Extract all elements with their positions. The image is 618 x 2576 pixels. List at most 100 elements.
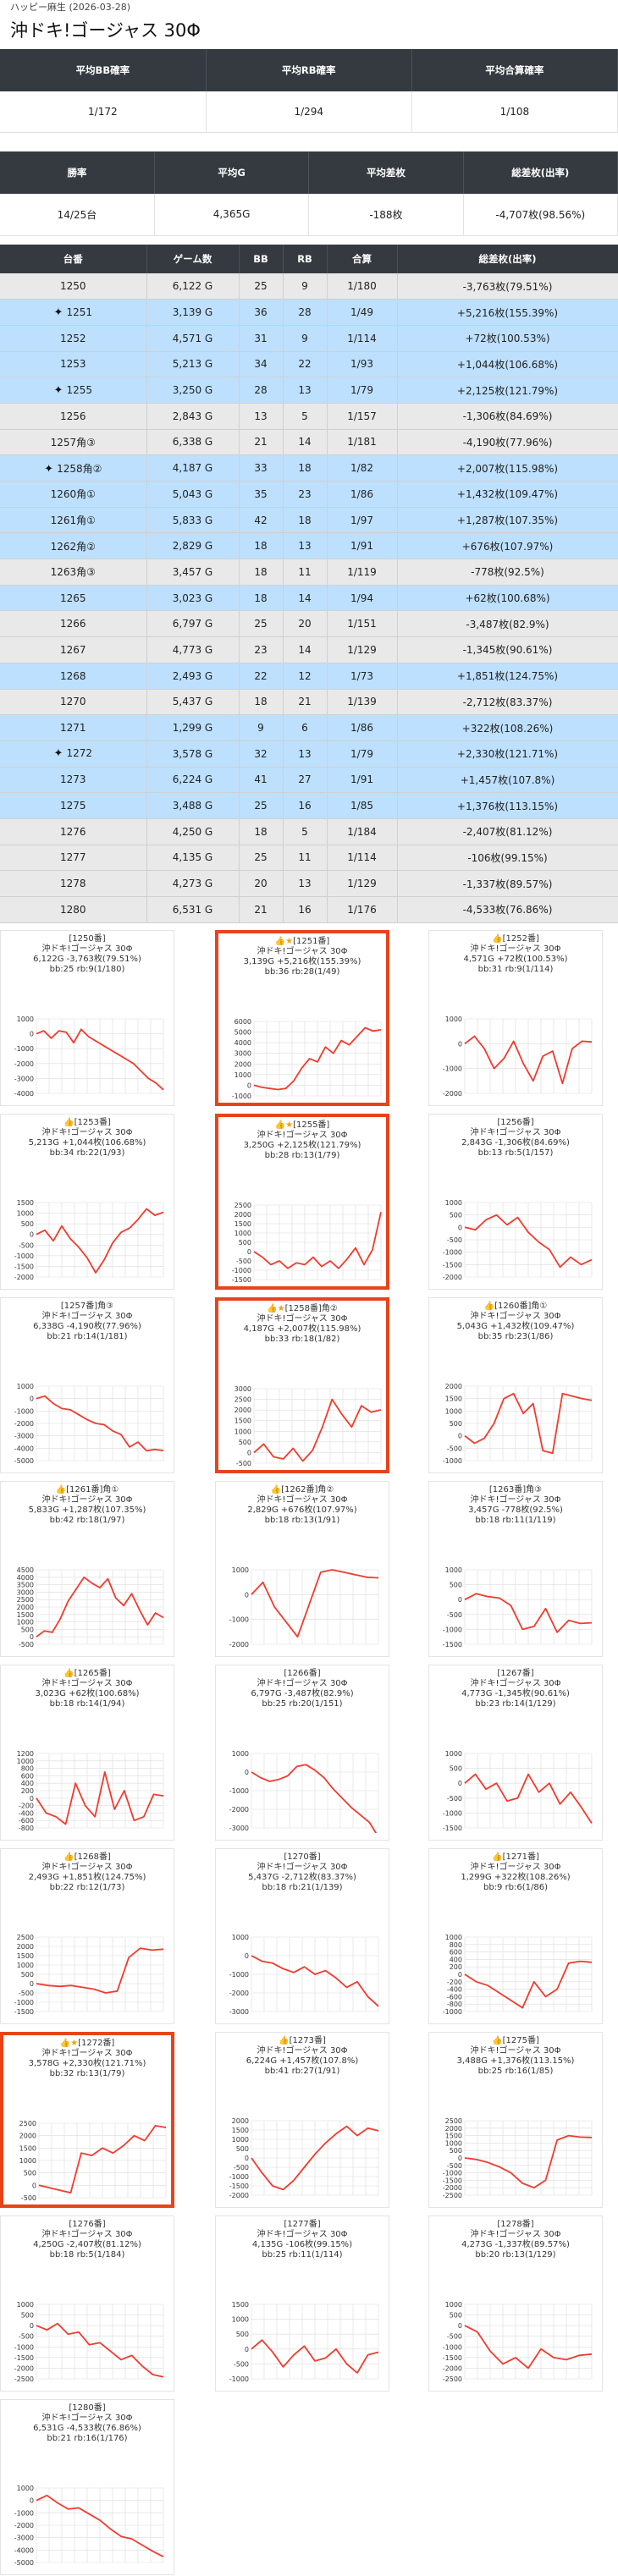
card-machine-label: [1267番]	[497, 1668, 534, 1678]
difference-series-line	[251, 2125, 379, 2190]
thumbs-up-star-icon: 👍	[483, 1301, 495, 1311]
y-tick-label: -1000	[229, 1971, 249, 1979]
y-tick-label: 4000	[235, 1039, 251, 1047]
bb-cell: 18	[239, 818, 284, 845]
machine-row[interactable]: ✦ 1258角② 4,187 G 33 18 1/82 +2,007枚(115.98%)	[0, 454, 618, 482]
diff-cell: +2,007枚(115.98%)	[397, 454, 618, 482]
bb-cell: 23	[239, 636, 284, 663]
difference-line-chart: 3000 2500 2000 1500 1000 500 0 -500	[235, 1385, 382, 1467]
bb-cell: 18	[239, 585, 284, 612]
y-tick-label: -2000	[229, 1641, 249, 1649]
y-tick-label: 0	[30, 1794, 34, 1802]
machine-row[interactable]: 1252 4,571 G 31 9 1/114 +72枚(100.53%)	[0, 325, 618, 352]
machine-row[interactable]: 1253 5,213 G 34 22 1/93 +1,044枚(106.68%)	[0, 351, 618, 378]
y-tick-label: -1500	[443, 1261, 462, 1269]
total-prob-cell: 1/86	[327, 714, 398, 741]
card-l4: bb:22 rb:12(1/73)	[49, 1882, 125, 1892]
machine-row[interactable]: 1263角③ 3,457 G 18 11 1/119 -778枚(92.5%)	[0, 559, 618, 586]
y-tick-label: -3000	[14, 2534, 34, 2541]
summary-header: 平均RB確率	[206, 49, 412, 91]
y-tick-label: -1500	[443, 1641, 462, 1649]
machine-chart-card[interactable]: 👍[1273番] 沖ドキ!ゴージャス 30Φ 6,224G +1,457枚(107.…	[215, 2031, 389, 2208]
diff-cell: -2,407枚(81.12%)	[397, 818, 618, 845]
machine-chart-card[interactable]: [1280番] 沖ドキ!ゴージャス 30Φ 6,531G -4,533枚(76.86…	[0, 2398, 174, 2575]
rb-cell: 13	[283, 740, 328, 768]
machine-chart-card[interactable]: [1266番] 沖ドキ!ゴージャス 30Φ 6,797G -3,487枚(82.9%…	[215, 1664, 389, 1841]
games-cell: 5,437 G	[146, 689, 240, 716]
y-tick-label: 0	[458, 1040, 462, 1048]
machine-chart-card[interactable]: [1257番]角③ 沖ドキ!ゴージャス 30Φ 6,338G -4,190枚(77.…	[0, 1296, 174, 1473]
machine-chart-card[interactable]: 👍[1253番] 沖ドキ!ゴージャス 30Φ 5,213G +1,044枚(106.…	[0, 1113, 174, 1290]
machine-chart-card[interactable]: [1267番] 沖ドキ!ゴージャス 30Φ 4,773G -1,345枚(90.61…	[428, 1664, 603, 1841]
machine-number-cell: 1273	[0, 767, 147, 794]
machine-row[interactable]: 1250 6,122 G 25 9 1/180 -3,763枚(79.51%)	[0, 273, 618, 300]
machine-chart-card[interactable]: 👍★[1258番]角② 沖ドキ!ゴージャス 30Φ 4,187G +2,007枚(1…	[215, 1296, 389, 1473]
machine-row[interactable]: 1261角① 5,833 G 42 18 1/97 +1,287枚(107.35%)	[0, 507, 618, 534]
machine-row[interactable]: ✦ 1272 3,578 G 32 13 1/79 +2,330枚(121.71%)	[0, 740, 618, 768]
machine-row[interactable]: ✦ 1255 3,250 G 28 13 1/79 +2,125枚(121.79%)	[0, 377, 618, 404]
machine-number: 1257角③	[50, 436, 96, 449]
machine-row[interactable]: 1277 4,135 G 25 11 1/114 -106枚(99.15%)	[0, 845, 618, 872]
y-tick-label: 0	[458, 2155, 462, 2162]
games-cell: 4,773 G	[146, 636, 240, 663]
machine-number-cell: 1257角③	[0, 429, 147, 456]
machine-row[interactable]: 1270 5,437 G 18 21 1/139 -2,712枚(83.37%)	[0, 689, 618, 716]
machine-chart-card[interactable]: [1256番] 沖ドキ!ゴージャス 30Φ 2,843G -1,306枚(84.69…	[428, 1113, 603, 1290]
machine-chart-card[interactable]: 👍★[1272番] 沖ドキ!ゴージャス 30Φ 3,578G +2,330枚(121…	[0, 2031, 174, 2208]
machine-number: 1268	[59, 669, 86, 682]
machine-chart-card[interactable]: 👍[1275番] 沖ドキ!ゴージャス 30Φ 3,488G +1,376枚(113.…	[428, 2031, 603, 2208]
machine-row[interactable]: 1266 6,797 G 25 20 1/151 -3,487枚(82.9%)	[0, 610, 618, 638]
machine-row[interactable]: 1275 3,488 G 25 16 1/85 +1,376枚(113.15%)	[0, 792, 618, 819]
machine-row[interactable]: 1278 4,273 G 20 13 1/129 -1,337枚(89.57%)	[0, 870, 618, 897]
machine-row[interactable]: ✦ 1251 3,139 G 36 28 1/49 +5,216枚(155.39%)	[0, 299, 618, 326]
machine-chart-card[interactable]: 👍★[1255番] 沖ドキ!ゴージャス 30Φ 3,250G +2,125枚(121…	[215, 1113, 389, 1290]
y-tick-label: 1500	[19, 2144, 36, 2152]
machine-row[interactable]: 1267 4,773 G 23 14 1/129 -1,345枚(90.61%)	[0, 636, 618, 663]
thumbs-up-star-icon: 👍	[63, 1852, 74, 1862]
machine-chart-card[interactable]: 👍[1260番]角① 沖ドキ!ゴージャス 30Φ 5,043G +1,432枚(10…	[428, 1296, 603, 1473]
machine-row[interactable]: 1280 6,531 G 21 16 1/176 -4,533枚(76.86%)	[0, 896, 618, 923]
y-tick-label: 500	[24, 2169, 36, 2177]
total-prob-cell: 1/94	[327, 585, 398, 612]
machine-row[interactable]: 1271 1,299 G 9 6 1/86 +322枚(108.26%)	[0, 714, 618, 741]
card-l2: 沖ドキ!ゴージャス 30Φ	[470, 1127, 561, 1137]
card-machine-label: [1271番]	[502, 1852, 539, 1862]
machine-chart-card[interactable]: [1276番] 沖ドキ!ゴージャス 30Φ 4,250G -2,407枚(81.12…	[0, 2215, 174, 2392]
machine-chart-card[interactable]: [1277番] 沖ドキ!ゴージャス 30Φ 4,135G -106枚(99.15%)…	[215, 2215, 389, 2392]
machine-row[interactable]: 1262角② 2,829 G 18 13 1/91 +676枚(107.97%)	[0, 532, 618, 560]
machine-row[interactable]: 1260角① 5,043 G 35 23 1/86 +1,432枚(109.47%)	[0, 481, 618, 508]
machine-chart-card[interactable]: 👍[1252番] 沖ドキ!ゴージャス 30Φ 4,571G +72枚(100.53%…	[428, 929, 603, 1106]
difference-series-line	[464, 1773, 593, 1824]
bb-cell: 18	[239, 689, 284, 716]
machine-chart-card[interactable]: 👍[1271番] 沖ドキ!ゴージャス 30Φ 1,299G +322枚(108.26…	[428, 1847, 603, 2024]
card-l2: 沖ドキ!ゴージャス 30Φ	[41, 2048, 133, 2058]
card-title: [1250番] 沖ドキ!ゴージャス 30Φ 6,122G -3,763枚(79.51…	[1, 931, 174, 975]
y-tick-label: 3000	[235, 1385, 251, 1393]
total-prob-cell: 1/79	[327, 740, 398, 768]
machine-row[interactable]: 1276 4,250 G 18 5 1/184 -2,407枚(81.12%)	[0, 818, 618, 845]
machine-chart-card[interactable]: 👍[1268番] 沖ドキ!ゴージャス 30Φ 2,493G +1,851枚(124.…	[0, 1847, 174, 2024]
y-tick-label: -1000	[14, 1999, 34, 2006]
machine-chart-card[interactable]: [1270番] 沖ドキ!ゴージャス 30Φ 5,437G -2,712枚(83.37…	[215, 1847, 389, 2024]
machine-chart-card[interactable]: [1263番]角③ 沖ドキ!ゴージャス 30Φ 3,457G -778枚(92.5%…	[428, 1480, 603, 1657]
rb-cell: 14	[283, 585, 328, 612]
summary-value: -188枚	[308, 193, 464, 236]
y-tick-label: -500	[447, 1445, 462, 1452]
machine-row[interactable]: 1273 6,224 G 41 27 1/91 +1,457枚(107.8%)	[0, 767, 618, 794]
y-tick-label: 0	[458, 2322, 462, 2330]
machine-chart-card[interactable]: [1278番] 沖ドキ!ゴージャス 30Φ 4,273G -1,337枚(89.57…	[428, 2215, 603, 2392]
machine-chart-card[interactable]: 👍[1261番]角① 沖ドキ!ゴージャス 30Φ 5,833G +1,287枚(10…	[0, 1480, 174, 1657]
card-machine-label: [1262番]角②	[281, 1484, 334, 1494]
card-l3: 4,135G -106枚(99.15%)	[251, 2239, 353, 2249]
machine-row[interactable]: 1268 2,493 G 22 12 1/73 +1,851枚(124.75%)	[0, 663, 618, 690]
diff-cell: -3,763枚(79.51%)	[397, 273, 618, 300]
machine-chart-card[interactable]: 👍[1262番]角② 沖ドキ!ゴージャス 30Φ 2,829G +676枚(107.…	[215, 1480, 389, 1657]
machine-row[interactable]: 1257角③ 6,338 G 21 14 1/181 -4,190枚(77.96%)	[0, 429, 618, 456]
card-l2: 沖ドキ!ゴージャス 30Φ	[470, 1862, 561, 1872]
machine-chart-card[interactable]: 👍★[1251番] 沖ドキ!ゴージャス 30Φ 3,139G +5,216枚(155…	[215, 929, 389, 1106]
machine-chart-card[interactable]: [1250番] 沖ドキ!ゴージャス 30Φ 6,122G -3,763枚(79.51…	[0, 929, 174, 1106]
y-tick-label: 1500	[17, 1199, 34, 1207]
machine-chart-card[interactable]: 👍[1265番] 沖ドキ!ゴージャス 30Φ 3,023G +62枚(100.68%…	[0, 1664, 174, 1841]
machine-row[interactable]: 1256 2,843 G 13 5 1/157 -1,306枚(84.69%)	[0, 403, 618, 430]
machine-row[interactable]: 1265 3,023 G 18 14 1/94 +62枚(100.68%)	[0, 585, 618, 612]
